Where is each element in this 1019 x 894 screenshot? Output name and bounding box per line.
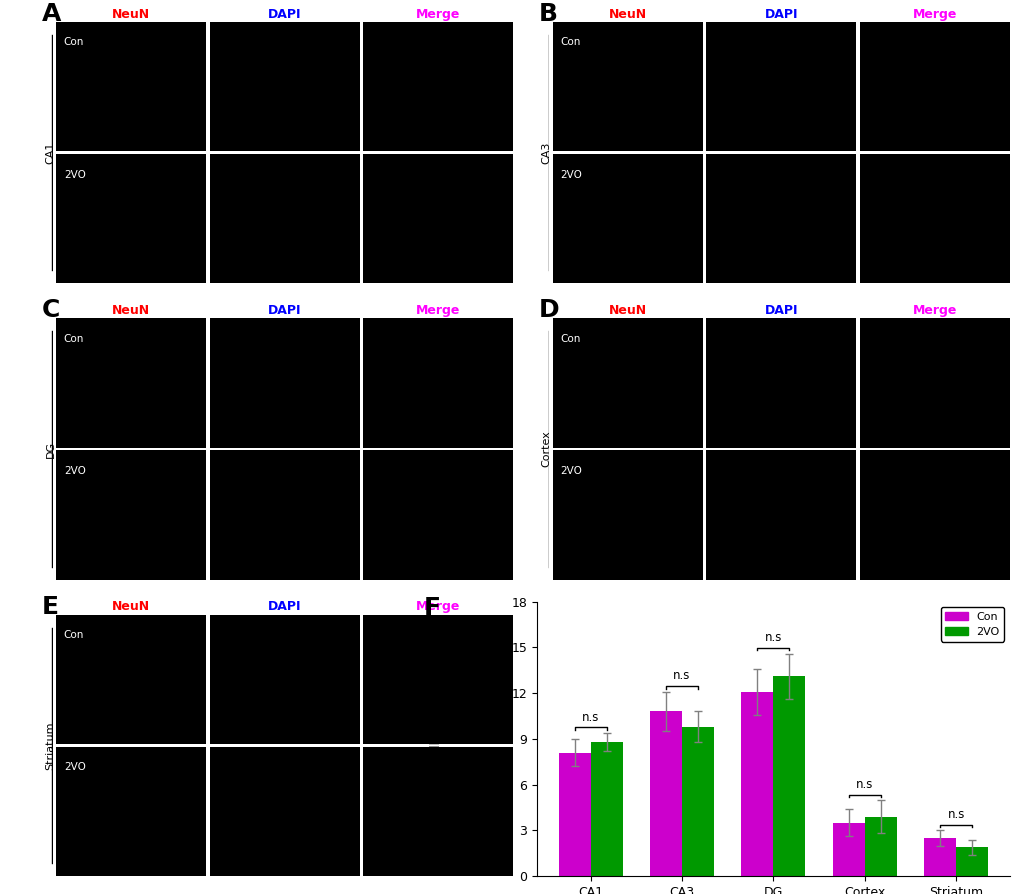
Text: NeuN: NeuN (608, 8, 646, 21)
Text: n.s: n.s (673, 670, 690, 682)
Text: Striatum: Striatum (46, 721, 55, 770)
Bar (833, 822, 864, 876)
Text: DAPI: DAPI (268, 304, 302, 317)
Text: DAPI: DAPI (268, 601, 302, 613)
Bar (864, 816, 896, 876)
Text: Con: Con (64, 333, 85, 344)
Bar (682, 727, 713, 876)
Text: F: F (423, 596, 440, 620)
Y-axis label: NeuN positive cells density(/10³μm²): NeuN positive cells density(/10³μm²) (429, 624, 442, 854)
Text: n.s: n.s (582, 711, 599, 723)
Text: DAPI: DAPI (763, 304, 797, 317)
Text: NeuN: NeuN (608, 304, 646, 317)
Text: DAPI: DAPI (763, 8, 797, 21)
Text: DG: DG (46, 441, 55, 458)
Bar (772, 677, 805, 876)
Text: Merge: Merge (416, 304, 461, 317)
Legend: Con, 2VO: Con, 2VO (941, 607, 1004, 642)
Text: B: B (538, 2, 556, 26)
Text: Merge: Merge (416, 601, 461, 613)
Text: A: A (42, 2, 61, 26)
Text: C: C (42, 299, 60, 323)
Bar (590, 742, 622, 876)
Text: CA1: CA1 (46, 141, 55, 164)
Text: Con: Con (559, 38, 580, 47)
Text: Merge: Merge (416, 8, 461, 21)
Text: n.s: n.s (855, 778, 872, 791)
Text: 2VO: 2VO (64, 466, 86, 476)
Bar (956, 848, 987, 876)
Text: Merge: Merge (912, 304, 956, 317)
Text: 2VO: 2VO (64, 763, 86, 772)
Text: n.s: n.s (947, 808, 964, 822)
Text: CA3: CA3 (541, 141, 551, 164)
Bar (649, 712, 682, 876)
Text: 2VO: 2VO (559, 466, 582, 476)
Text: n.s: n.s (764, 631, 782, 645)
Text: Merge: Merge (912, 8, 956, 21)
Text: Con: Con (64, 630, 85, 640)
Text: Cortex: Cortex (541, 431, 551, 468)
Text: D: D (538, 299, 558, 323)
Bar (741, 692, 772, 876)
Text: 2VO: 2VO (64, 170, 86, 180)
Text: NeuN: NeuN (112, 8, 150, 21)
Text: Con: Con (559, 333, 580, 344)
Bar (923, 838, 956, 876)
Text: NeuN: NeuN (112, 601, 150, 613)
Text: NeuN: NeuN (112, 304, 150, 317)
Text: Con: Con (64, 38, 85, 47)
Text: E: E (42, 595, 59, 619)
Text: 2VO: 2VO (559, 170, 582, 180)
Text: DAPI: DAPI (268, 8, 302, 21)
Bar (558, 753, 590, 876)
